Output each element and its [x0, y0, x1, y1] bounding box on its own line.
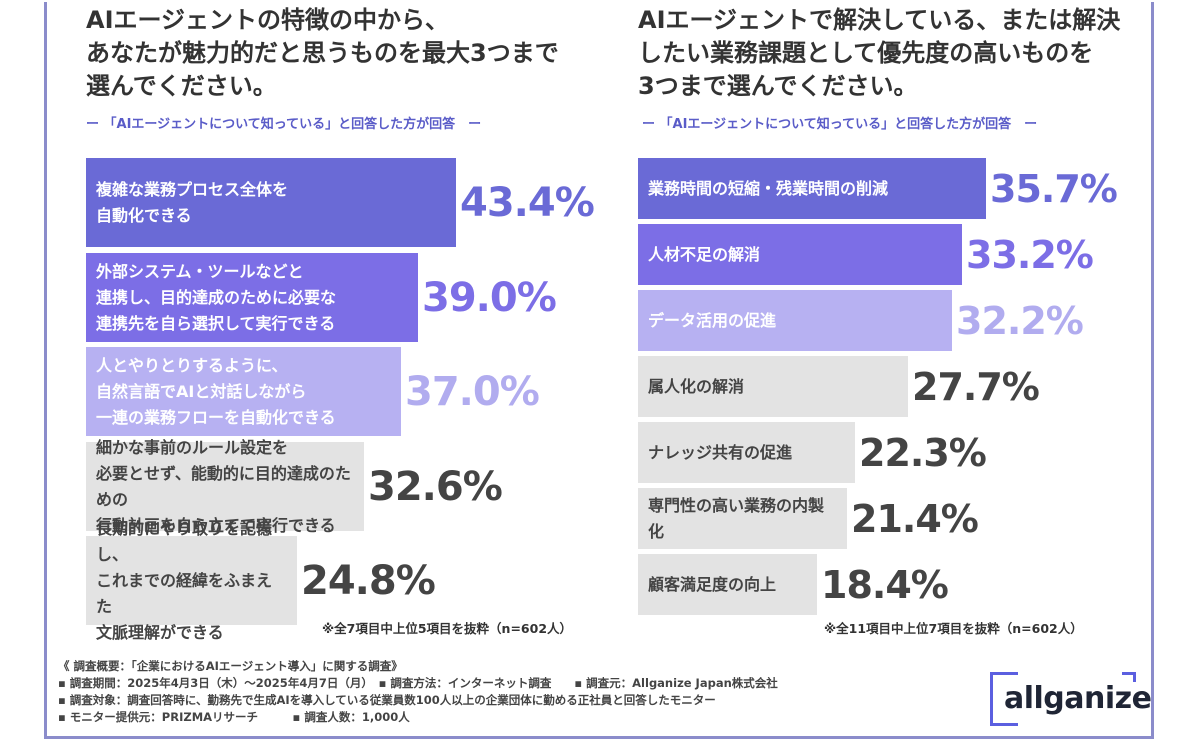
- right-bar-value-4: 27.7%: [912, 364, 1040, 409]
- left-bar-label-2: 外部システム・ツールなどと 連携し、目的達成のために必要な 連携先を自ら選択して…: [96, 261, 337, 333]
- right-bar-chart: 業務時間の短縮・残業時間の削減 35.7% 人材不足の解消 33.2% データ活用の促進…: [638, 0, 1178, 650]
- right-bar-label-3: データ活用の促進: [648, 310, 777, 330]
- right-bar-value-1: 35.7%: [990, 166, 1118, 211]
- left-bar-value-5: 24.8%: [301, 557, 436, 604]
- left-sample-note: ※全7項目中上位5項目を抜粋（n=602人）: [322, 621, 573, 636]
- left-bar-value-3: 37.0%: [405, 368, 540, 415]
- right-bar-label-1: 業務時間の短縮・残業時間の削減: [648, 178, 889, 198]
- right-bar-label-7: 顧客満足度の向上: [648, 574, 777, 594]
- left-bar-chart: 複雑な業務プロセス全体を 自動化できる 43.4% 外部システム・ツールなどと 連携…: [86, 0, 626, 650]
- left-bar-label-4: 細かな事前のルール設定を 必要とせず、能動的に目的達成のための 行動計画を自ら立…: [96, 437, 351, 535]
- left-bar-1: 複雑な業務プロセス全体を 自動化できる: [86, 158, 456, 247]
- survey-target: ▪ 調査対象：調査回答時に、勤務先で生成AIを導入している従業員数100人以上の…: [58, 693, 716, 707]
- right-chart-panel: AIエージェントで解決している、または解決 したい業務課題として優先度の高いもの…: [638, 0, 1178, 650]
- left-bar-value-4: 32.6%: [368, 463, 503, 510]
- survey-overview: 《 調査概要：「企業におけるAIエージェント導入」に関する調査》 ▪ 調査期間：…: [58, 658, 778, 726]
- right-bar-3: データ活用の促進: [638, 290, 952, 351]
- left-bar-2: 外部システム・ツールなどと 連携し、目的達成のために必要な 連携先を自ら選択して…: [86, 253, 418, 342]
- right-bar-4: 属人化の解消: [638, 356, 908, 417]
- right-bar-value-2: 33.2%: [966, 232, 1094, 277]
- left-bar-label-5: 長期的にやり取りを記憶し、 これまでの経緯をふまえた 文脈理解ができる: [96, 518, 273, 642]
- left-bar-label-1: 複雑な業務プロセス全体を 自動化できる: [96, 179, 289, 225]
- logo-bracket-icon: [990, 672, 1018, 726]
- left-chart-panel: AIエージェントの特徴の中から、 あなたが魅力的だと思うものを最大3つまで 選ん…: [86, 0, 626, 650]
- right-bar-7: 顧客満足度の向上: [638, 554, 817, 615]
- survey-heading: 《 調査概要：「企業におけるAIエージェント導入」に関する調査》: [58, 659, 403, 673]
- right-bar-1: 業務時間の短縮・残業時間の削減: [638, 158, 986, 219]
- right-bar-value-7: 18.4%: [821, 562, 949, 607]
- right-bar-value-3: 32.2%: [956, 298, 1084, 343]
- right-bar-6: 専門性の高い業務の内製化: [638, 488, 847, 549]
- right-question-title: AIエージェントで解決している、または解決 したい業務課題として優先度の高いもの…: [638, 6, 1121, 100]
- left-bar-value-2: 39.0%: [422, 274, 557, 321]
- left-question-title: AIエージェントの特徴の中から、 あなたが魅力的だと思うものを最大3つまで 選ん…: [86, 6, 559, 100]
- right-bar-label-2: 人材不足の解消: [648, 244, 761, 264]
- right-bar-value-6: 21.4%: [851, 496, 979, 541]
- survey-provider-count: ▪ モニター提供元：PRIZMAリサーチ ▪ 調査人数：1,000人: [58, 710, 410, 724]
- right-bar-5: ナレッジ共有の促進: [638, 422, 855, 483]
- right-bar-label-4: 属人化の解消: [648, 376, 745, 396]
- right-bar-value-5: 22.3%: [859, 430, 987, 475]
- right-bar-label-6: 専門性の高い業務の内製化: [648, 495, 825, 541]
- right-bar-2: 人材不足の解消: [638, 224, 962, 285]
- left-bar-value-1: 43.4%: [460, 179, 595, 226]
- allganize-logo: allganize: [990, 672, 1152, 732]
- survey-period-method: ▪ 調査期間：2025年4月3日（木）～2025年4月7日（月） ▪ 調査方法：…: [58, 676, 778, 690]
- right-sample-note: ※全11項目中上位7項目を抜粋（n=602人）: [824, 621, 1083, 636]
- logo-wordmark: allganize: [1004, 681, 1152, 716]
- left-bar-3: 人とやりとりするように、 自然言語でAIと対話しながら 一連の業務フローを自動化…: [86, 347, 401, 436]
- left-respondent-note: ー 「AIエージェントについて知っている」と回答した方が回答 ー: [86, 117, 482, 132]
- left-bar-label-3: 人とやりとりするように、 自然言語でAIと対話しながら 一連の業務フローを自動化…: [96, 355, 336, 427]
- logo-corner-icon: [1122, 672, 1136, 682]
- left-bar-5: 長期的にやり取りを記憶し、 これまでの経緯をふまえた 文脈理解ができる: [86, 519, 297, 642]
- outer-frame: [44, 2, 1154, 739]
- left-bar-4: 細かな事前のルール設定を 必要とせず、能動的に目的達成のための 行動計画を自ら立…: [86, 438, 364, 535]
- right-respondent-note: ー 「AIエージェントについて知っている」と回答した方が回答 ー: [642, 117, 1038, 132]
- right-bar-label-5: ナレッジ共有の促進: [648, 442, 793, 462]
